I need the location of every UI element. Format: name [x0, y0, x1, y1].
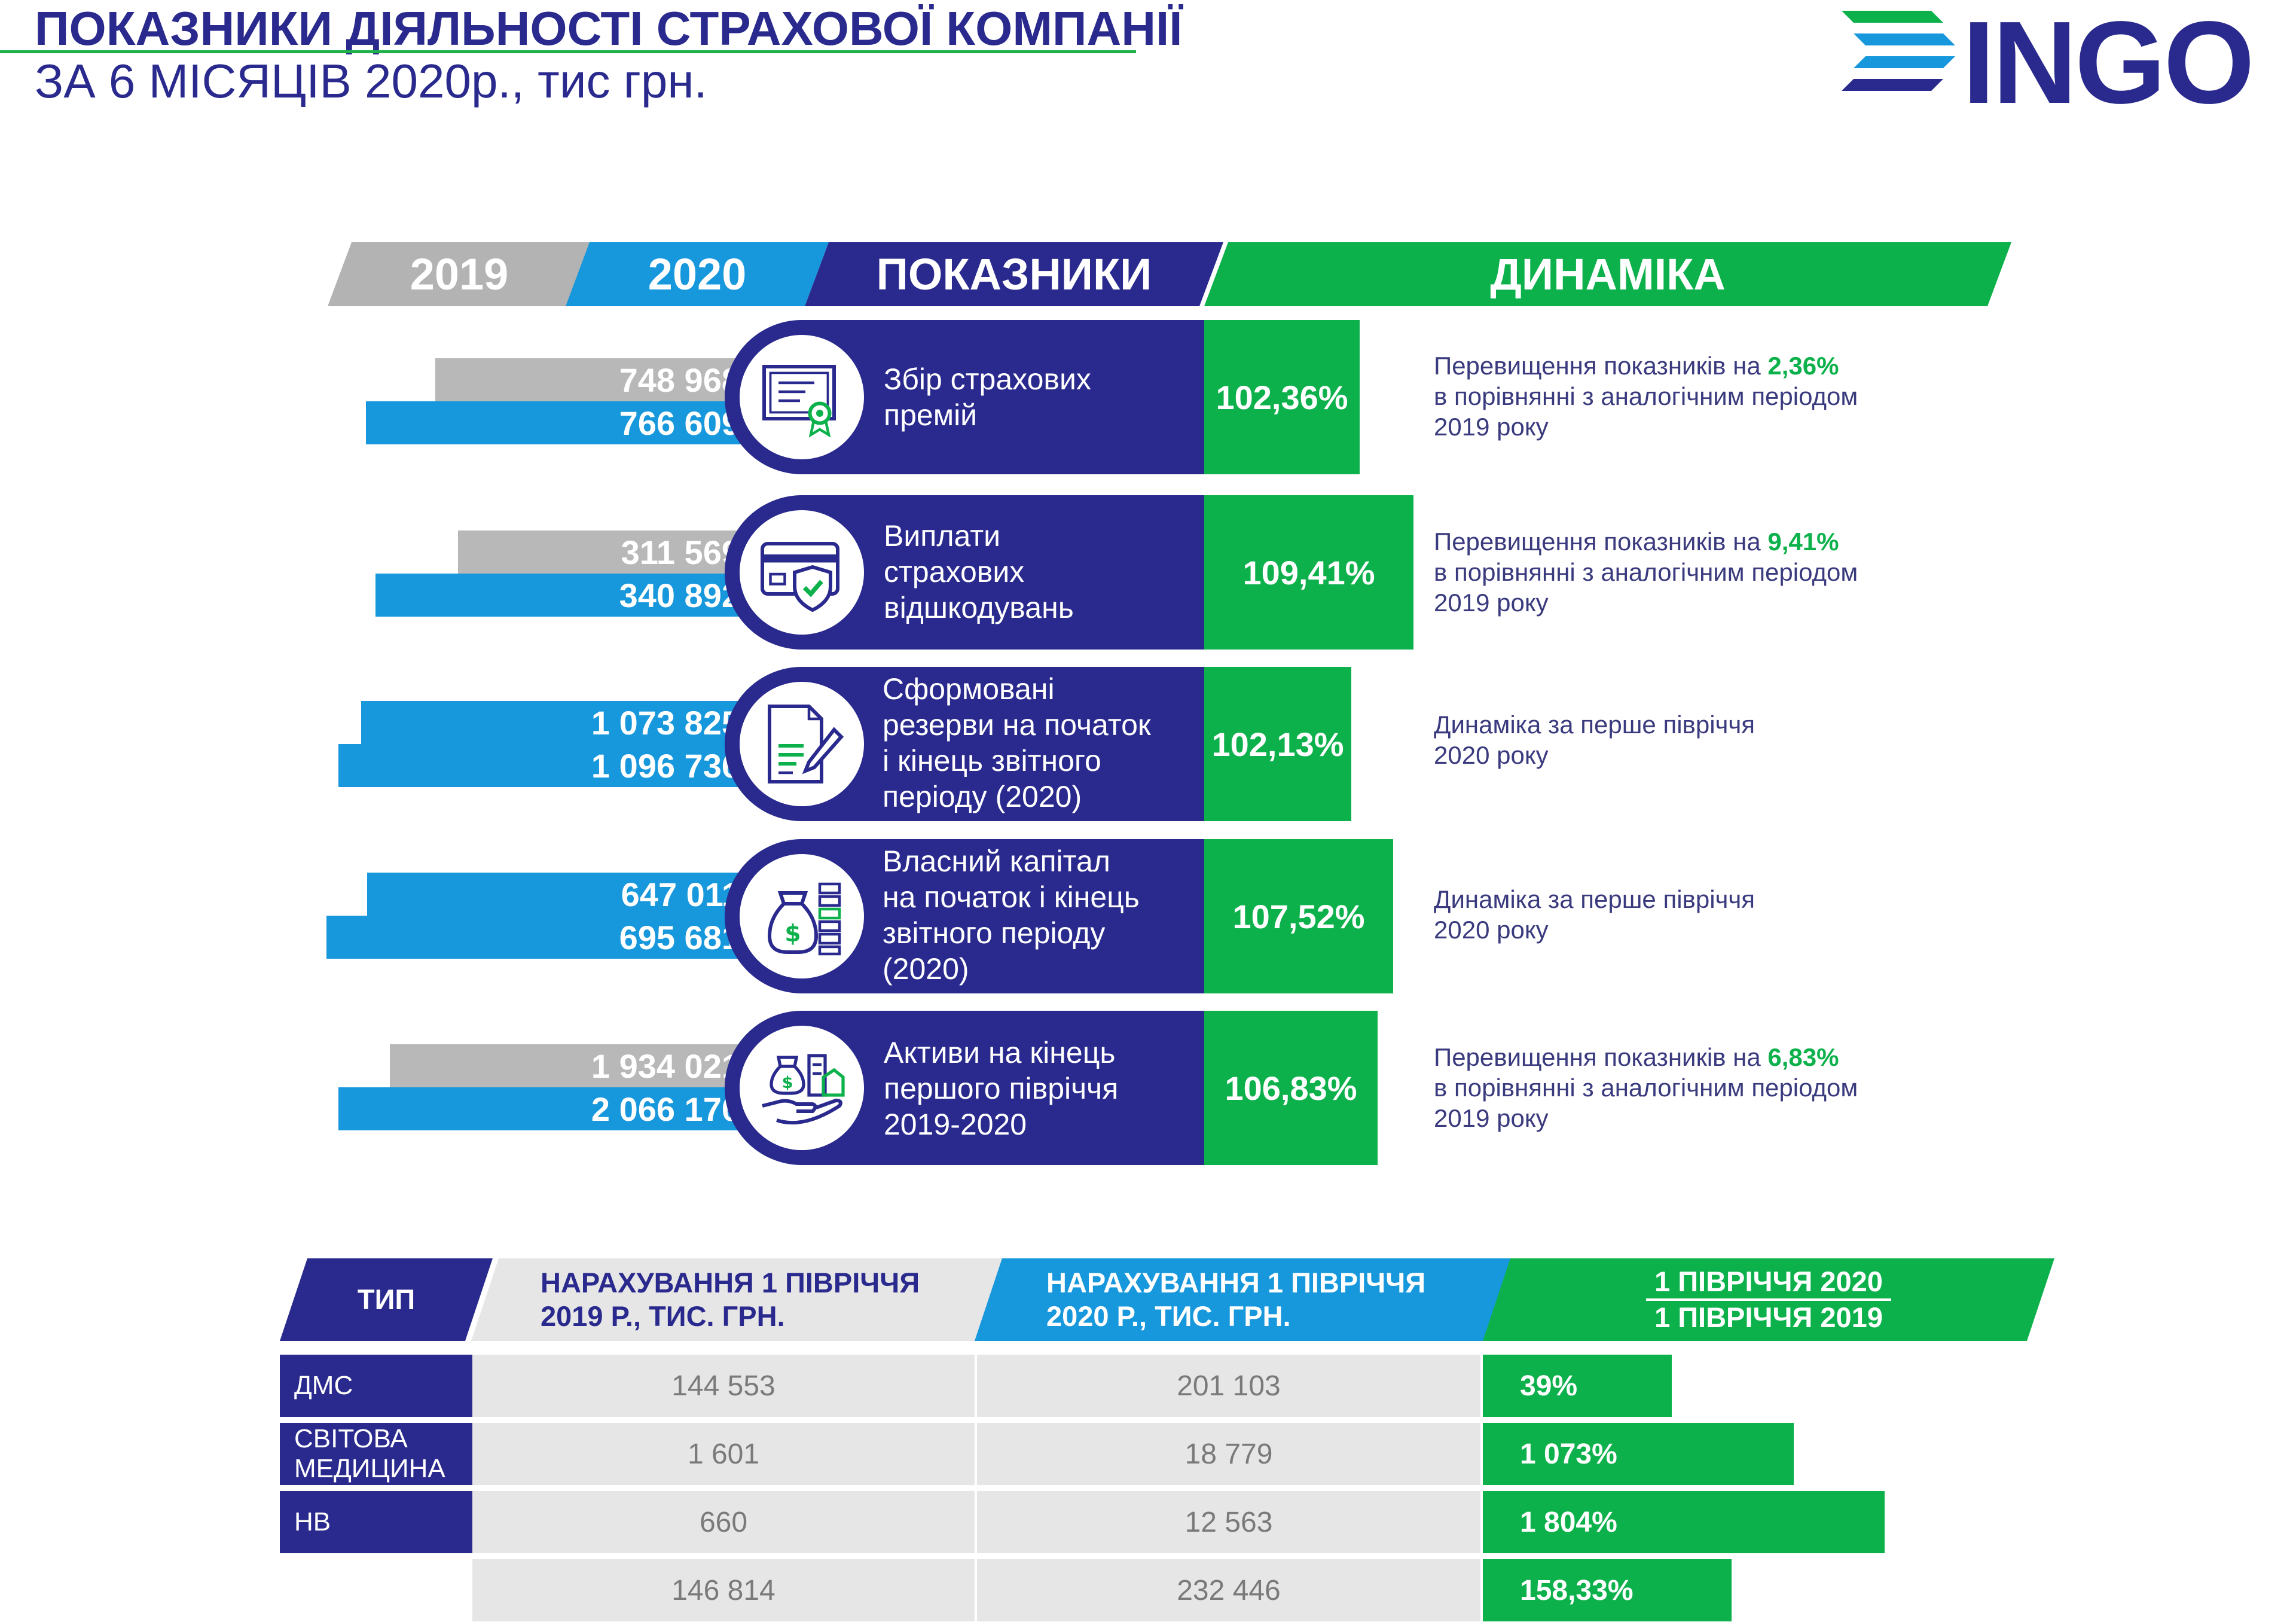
table-header-2019: НАРАХУВАННЯ 1 ПІВРІЧЧЯ 2019 Р., ТИС. ГРН…	[471, 1258, 1009, 1341]
certificate-icon	[762, 365, 836, 438]
svg-text:$: $	[784, 920, 801, 947]
svg-text:$: $	[782, 1074, 793, 1092]
dynamics-value: 102,13%	[1204, 667, 1351, 821]
table-header-2020: НАРАХУВАННЯ 1 ПІВРІЧЧЯ 2020 Р., ТИС. ГРН…	[975, 1258, 1513, 1341]
dynamics-value: 107,52%	[1204, 839, 1393, 993]
ingo-logo-text: INGO	[1962, 0, 2255, 128]
page-title: ПОКАЗНИКИ ДІЯЛЬНОСТІ СТРАХОВОЇ КОМПАНІЇ	[35, 2, 1183, 55]
column-header-2019: 2019	[328, 242, 591, 306]
dynamics-note: Динаміка за перше півріччя 2020 року	[1434, 711, 1755, 769]
dynamics-note: Перевищення показників на 9,41% в порівн…	[1434, 528, 1858, 617]
indicator-label: Власний капітал на початок і кінець звіт…	[883, 844, 1140, 986]
table-cell-2020-total: 232 446	[977, 1559, 1480, 1621]
table-row-type: НВ	[280, 1491, 472, 1553]
hand-assets-icon: $	[762, 1054, 845, 1125]
indicator-icon-circle	[734, 329, 870, 465]
column-header-indicators: ПОКАЗНИКИ	[805, 242, 1223, 306]
indicator-label: Активи на кінець першого півріччя 2019-2…	[884, 1036, 1119, 1141]
dynamics-note: Перевищення показників на 6,83% в порівн…	[1434, 1043, 1858, 1132]
column-header-2020: 2020	[566, 242, 829, 306]
indicator-label: Збір страхових премій	[884, 362, 1091, 432]
dynamics-value: 106,83%	[1204, 1011, 1378, 1165]
money-bag-coins-icon: $	[767, 882, 841, 956]
table-cell-2020: 201 103	[977, 1355, 1480, 1417]
ratio-numerator: 1 ПІВРІЧЧЯ 2020	[1646, 1265, 1891, 1301]
table-cell-ratio: 39%	[1483, 1355, 1672, 1417]
table-cell-2020: 18 779	[977, 1423, 1480, 1485]
table-cell-2019: 144 553	[472, 1355, 975, 1417]
table-row-type: ДМС	[280, 1355, 472, 1417]
title-underline	[0, 50, 1136, 53]
ratio-denominator: 1 ПІВРІЧЧЯ 2019	[1654, 1301, 1883, 1333]
table-header-ratio: 1 ПІВРІЧЧЯ 2020 1 ПІВРІЧЧЯ 2019	[1483, 1258, 2054, 1341]
dynamics-value: 109,41%	[1204, 495, 1413, 650]
dynamics-value: 102,36%	[1204, 320, 1360, 474]
credit-card-shield-icon	[761, 542, 839, 612]
indicator-icon-circle: $	[734, 1020, 870, 1156]
table-cell-2019-total: 146 814	[472, 1559, 975, 1621]
table-cell-2020: 12 563	[977, 1491, 1480, 1553]
indicator-label: Сформовані резерви на початок і кінець з…	[883, 672, 1151, 813]
dynamics-note: Перевищення показників на 2,36% в порівн…	[1434, 352, 1858, 441]
column-header-dynamics: ДИНАМІКА	[1204, 242, 2011, 306]
dynamics-note: Динаміка за перше півріччя 2020 року	[1434, 885, 1755, 944]
table-header-type: ТИП	[280, 1258, 493, 1341]
table-cell-2019: 660	[472, 1491, 975, 1553]
table-cell-ratio: 1 804%	[1483, 1491, 1885, 1553]
indicator-icon-circle	[734, 504, 870, 641]
indicator-label: Виплати страхових відшкодувань	[884, 519, 1074, 624]
indicator-icon-circle	[734, 676, 870, 812]
ingo-logo-mark-icon	[1842, 11, 1955, 91]
indicator-icon-circle: $	[734, 848, 870, 984]
document-pen-icon	[768, 705, 844, 783]
page-subtitle: ЗА 6 МІСЯЦІВ 2020р., тис грн.	[35, 54, 707, 108]
table-cell-2019: 1 601	[472, 1423, 975, 1485]
table-cell-ratio: 1 073%	[1483, 1423, 1794, 1485]
table-cell-ratio-total: 158,33%	[1483, 1559, 1732, 1621]
table-row-type: СВІТОВА МЕДИЦИНА	[280, 1423, 472, 1485]
